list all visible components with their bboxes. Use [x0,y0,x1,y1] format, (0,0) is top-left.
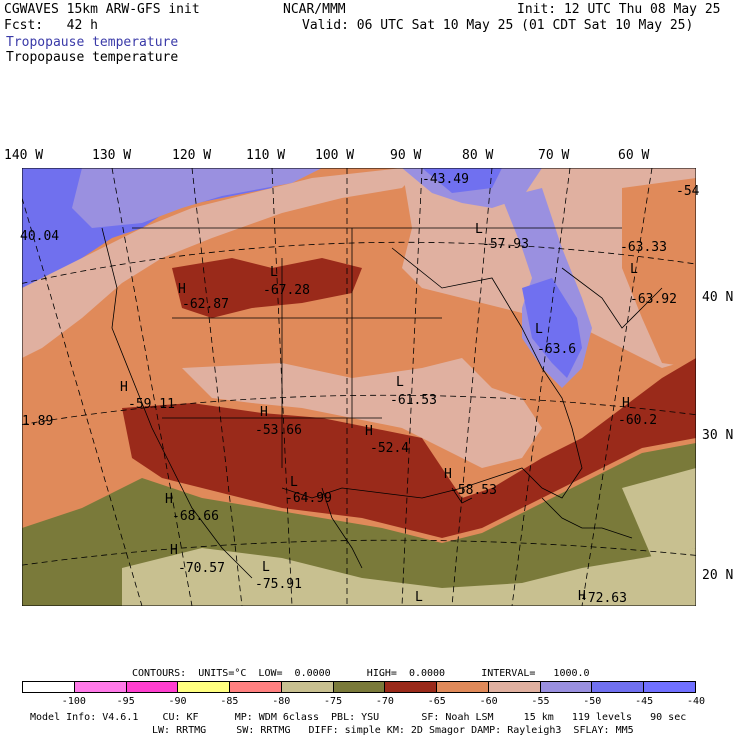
map-value-label: -70.57 [178,561,225,576]
contour-info: CONTOURS: UNITS=°C LOW= 0.0000 HIGH= 0.0… [132,668,590,679]
high-marker: H [365,424,373,439]
legend-swatch [488,682,541,692]
legend-swatch [281,682,334,692]
low-marker: L [630,262,638,277]
legend-swatch [126,682,179,692]
legend-swatch [540,682,593,692]
map-value-label: -59.11 [128,397,175,412]
lon-label: 100 W [315,148,355,163]
legend-tick-label: -100 [61,696,86,707]
low-marker: L [270,265,278,280]
high-marker: H [578,589,586,604]
map-value-label: -68.66 [172,509,219,524]
lon-label: 140 W [4,148,44,163]
map-value-label: 1.89 [22,414,54,429]
low-marker: L [415,590,423,605]
lat-label: 20 N [702,568,734,583]
map-value-label: 40.04 [20,229,60,244]
legend-swatch [385,682,438,692]
legend-tick-label: -75 [324,696,343,707]
legend-swatch [333,682,386,692]
high-marker: H [170,543,178,558]
low-marker: L [396,375,404,390]
region-darkred-north [172,258,362,318]
tropopause-temperature-map [22,168,696,606]
lon-label: 90 W [390,148,422,163]
map-value-label: -57.93 [482,237,529,252]
low-marker: L [475,222,483,237]
forecast-hour: Fcst: 42 h [4,18,98,33]
region-blue-top [422,168,502,193]
lon-label: 70 W [538,148,570,163]
color-legend-bar [22,681,696,693]
legend-swatch [178,682,231,692]
field-title-1: Tropopause temperature [6,35,179,50]
high-marker: H [120,380,128,395]
region-orange-northeast [622,178,696,368]
low-marker: L [262,560,270,575]
map-value-label: -54 [676,184,700,199]
region-khaki-south [122,548,696,606]
map-value-label: -63.92 [630,292,677,307]
map-value-label: -53.66 [255,423,302,438]
legend-swatch [74,682,127,692]
high-marker: H [444,467,452,482]
map-value-label: -58.53 [450,483,497,498]
legend-tick-label: -50 [583,696,602,707]
map-value-label: -43.49 [422,172,469,187]
low-marker: L [290,475,298,490]
center-label: NCAR/MMM [283,2,346,17]
field-title-2: Tropopause temperature [6,50,179,65]
high-marker: H [178,282,186,297]
high-marker: H [260,405,268,420]
legend-tick-label: -95 [116,696,135,707]
valid-time: Valid: 06 UTC Sat 10 May 25 (01 CDT Sat … [302,18,694,33]
legend-tick-label: -80 [272,696,291,707]
low-marker: L [535,322,543,337]
high-marker: H [622,396,630,411]
map-value-label: -63.33 [620,240,667,255]
legend-swatch [437,682,489,692]
high-marker: H [165,492,173,507]
lat-label: 40 N [702,290,734,305]
map-value-label: -67.28 [263,283,310,298]
lon-label: 120 W [172,148,212,163]
map-value-label: -61.53 [390,393,437,408]
legend-tick-label: -45 [635,696,654,707]
legend-tick-label: -70 [375,696,394,707]
init-time: Init: 12 UTC Thu 08 May 25 [517,2,721,17]
lon-label: 130 W [92,148,132,163]
model-title: CGWAVES 15km ARW-GFS init [4,2,200,17]
coastlines [101,227,663,579]
lon-label: 60 W [618,148,650,163]
lat-label: 30 N [702,428,734,443]
region-khaki-southeast [622,468,696,558]
legend-tick-label: -55 [531,696,550,707]
map-value-label: -60.2 [618,413,658,428]
region-purple-northwest [72,168,322,228]
map-value-label: -75.91 [255,577,302,592]
lon-label: 110 W [246,148,286,163]
map-value-label: -64.99 [285,491,332,506]
map-value-label: -63.6 [537,342,577,357]
region-pink-central [182,358,542,468]
model-info-line-2: LW: RRTMG SW: RRTMG DIFF: simple KM: 2D … [152,725,634,736]
legend-tick-label: -60 [479,696,498,707]
map-value-label: -52.4 [370,441,410,456]
model-info-line-1: Model Info: V4.6.1 CU: KF MP: WDM 6class… [30,712,687,723]
lon-label: 80 W [462,148,494,163]
region-pink-northwest [22,168,422,358]
legend-tick-label: -65 [427,696,446,707]
legend-tick-label: -40 [686,696,706,707]
legend-swatch [230,682,282,692]
legend-tick-label: -85 [220,696,239,707]
legend-swatch [644,682,695,692]
legend-swatch [23,682,75,692]
legend-tick-label: -90 [168,696,187,707]
map-value-label: -72.63 [580,591,627,606]
region-blue-trough-core [522,278,582,378]
map-value-label: -62.87 [182,297,229,312]
legend-swatch [592,682,645,692]
